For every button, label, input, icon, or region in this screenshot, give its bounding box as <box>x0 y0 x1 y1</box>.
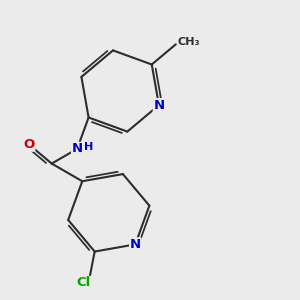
Text: H: H <box>84 142 94 152</box>
Text: Cl: Cl <box>76 276 90 290</box>
Text: N: N <box>130 238 141 251</box>
Text: O: O <box>23 138 35 151</box>
Text: N: N <box>153 99 164 112</box>
Text: CH₃: CH₃ <box>178 37 200 47</box>
Text: N: N <box>72 142 83 155</box>
